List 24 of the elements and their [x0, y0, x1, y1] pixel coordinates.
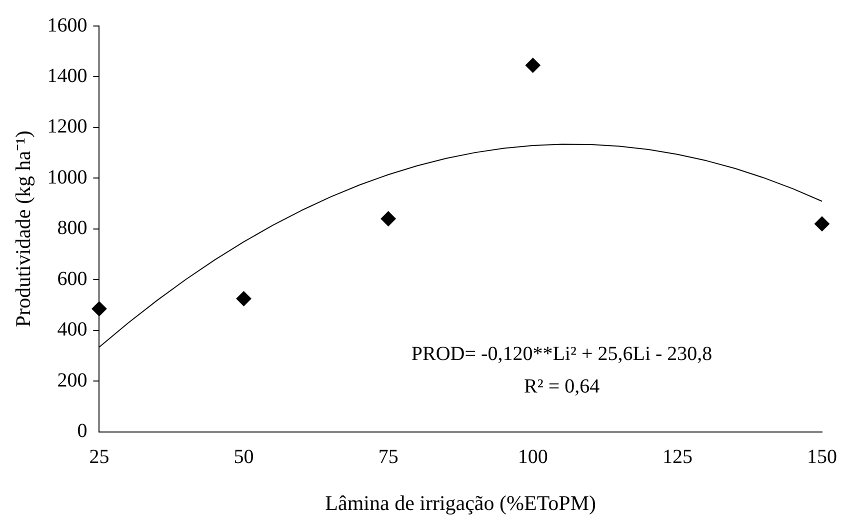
y-tick-label: 0: [77, 420, 88, 442]
y-tick-label: 600: [57, 268, 88, 290]
y-tick-label: 800: [57, 217, 88, 240]
point: [525, 58, 540, 73]
y-tick-label: 1200: [47, 116, 88, 138]
x-tick-label: 25: [89, 446, 110, 468]
annotation: R² = 0,64: [524, 375, 600, 398]
x-tick-label: 75: [378, 446, 398, 468]
point: [380, 211, 396, 226]
point: [92, 301, 107, 316]
y-tick-label: 400: [57, 318, 88, 341]
y-tick-label: 200: [57, 369, 88, 392]
x-tick-label: 50: [234, 446, 254, 468]
x-tick-label: 100: [518, 446, 548, 468]
y-axis-title: Produtividade (kg ha⁻¹): [11, 130, 36, 328]
point: [236, 291, 252, 306]
x-tick-label: 125: [662, 446, 692, 468]
y-tick-label: 1600: [47, 14, 88, 36]
point: [814, 216, 830, 232]
annotation: PROD= -0,120**Li² + 25,6Li - 230,8: [411, 342, 712, 365]
x-axis-title: Lâmina de irrigação (%EToPM): [325, 490, 596, 515]
x-tick-label: 150: [807, 446, 837, 468]
y-tick-label: 1000: [47, 166, 88, 188]
y-tick-label: 1400: [47, 64, 88, 87]
